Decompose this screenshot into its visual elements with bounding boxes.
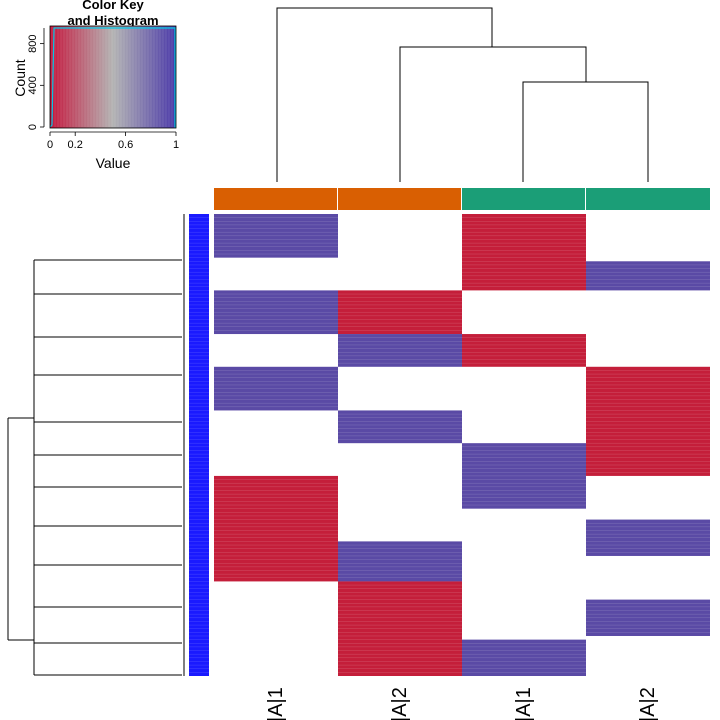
color-key-x-tick-label: 0.6 — [118, 139, 133, 151]
column-side-colors — [214, 188, 710, 210]
heatmap-block — [586, 599, 710, 636]
heatmap-block — [338, 290, 462, 335]
heatmap-block — [338, 334, 462, 367]
row-side-color-bar — [189, 214, 209, 676]
heatmap-block — [462, 214, 586, 291]
color-key-x-tick-label: 0 — [47, 139, 53, 151]
column-dendrogram — [276, 7, 649, 182]
color-key-stripes — [51, 27, 176, 127]
color-key-frame — [49, 25, 177, 129]
color-key-x-ticks: 0 0.2 0.6 1 — [47, 132, 179, 151]
heatmap-block — [214, 475, 338, 582]
color-key-histogram-line — [49, 27, 177, 129]
color-key-y-label: Count — [12, 59, 28, 96]
heatmap-cells — [214, 214, 710, 676]
heatmap-block — [586, 519, 710, 556]
color-key-title-line2: and Histogram — [67, 13, 158, 28]
color-key-x-tick-label: 1 — [173, 139, 179, 151]
column-side-color-4 — [586, 188, 710, 210]
heatmap-block — [338, 581, 462, 676]
heatmap-cell-stripes — [214, 217, 710, 673]
heatmap-block — [462, 639, 586, 676]
column-dendrogram-node-2 — [399, 46, 587, 182]
row-dendrogram-leaves — [33, 259, 182, 676]
column-side-color-1 — [214, 188, 337, 210]
heatmap-block — [214, 214, 338, 258]
column-label-4: |A|2 — [637, 687, 659, 720]
color-key-y-tick-label: 400 — [27, 76, 39, 94]
color-key-y-tick-label: 0 — [27, 124, 39, 130]
color-key-x-label: Value — [96, 155, 131, 171]
column-side-color-3 — [462, 188, 585, 210]
heatmap-block — [462, 334, 586, 367]
row-dendrogram — [7, 259, 182, 676]
color-key-y-tick-label: 800 — [27, 34, 39, 52]
column-label-3: |A|1 — [513, 687, 535, 720]
color-key-title-line1: Color Key — [82, 0, 144, 12]
heatmap-block — [586, 366, 710, 476]
column-label-1: |A|1 — [265, 687, 287, 720]
heatmap-block — [338, 541, 462, 582]
color-key-x-tick-label: 0.2 — [68, 139, 83, 151]
column-labels: |A|1 |A|2 |A|1 |A|2 — [265, 687, 659, 720]
column-label-2: |A|2 — [389, 687, 411, 720]
heatmap-block — [586, 261, 710, 291]
heatmap-block — [214, 366, 338, 411]
color-key-y-ticks: 0 400 800 — [27, 34, 44, 130]
column-dendrogram-root — [276, 7, 493, 182]
heatmap-block — [462, 443, 586, 509]
column-side-color-2 — [338, 188, 461, 210]
row-side-color-lines — [183, 214, 209, 676]
column-dendrogram-node-3 — [522, 81, 649, 182]
heatmap-block — [214, 290, 338, 335]
heatmap-block — [338, 410, 462, 444]
color-key-gradient — [50, 26, 176, 128]
